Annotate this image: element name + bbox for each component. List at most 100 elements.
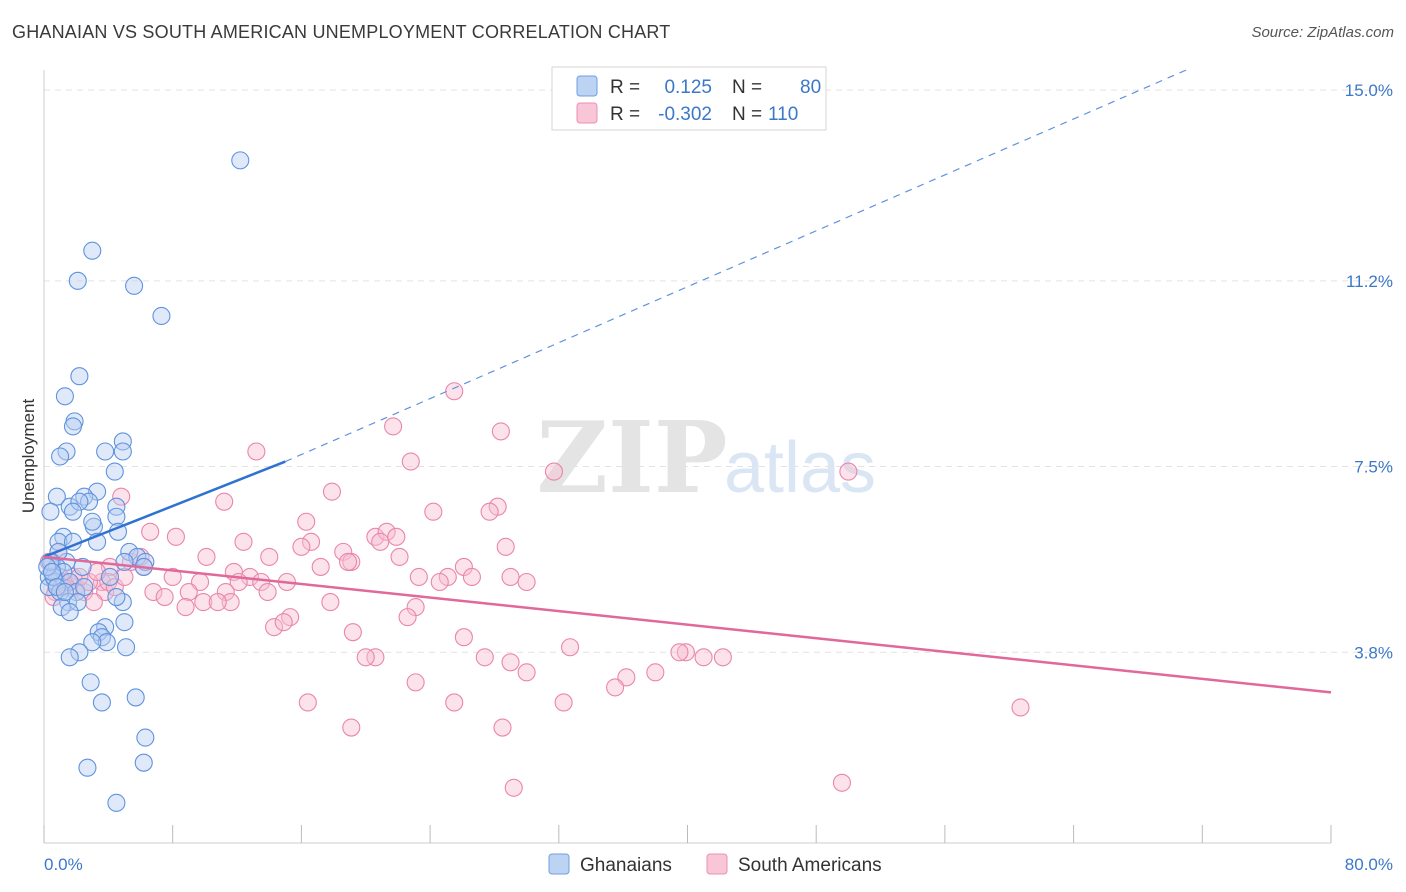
south-americans-point [221,593,240,612]
south-americans-point [617,668,636,687]
south-americans-point [517,572,536,592]
south-americans-point [311,557,330,576]
ghanaians-point [107,588,126,607]
ghanaians-point [75,577,94,597]
ghanaians-point [70,643,89,662]
ghanaians-point [97,633,116,652]
south-americans-point [387,527,406,546]
south-americans-point [321,593,340,612]
south-americans-point [274,613,293,632]
south-americans-point [676,643,695,662]
ghanaians-point [92,693,111,712]
south-americans-point [298,693,317,712]
ghanaians-point [41,502,60,521]
south-americans-point [832,773,851,792]
south-americans-point [176,598,195,617]
ghanaians-points [38,151,250,812]
ghanaians-point [70,492,89,511]
south-americans-point [144,582,163,602]
ghanaians-point [60,603,79,622]
ghanaians-point [136,728,155,747]
south-americans-point [252,572,271,592]
y-tick-label: 11.2% [1346,272,1393,291]
south-americans-point [339,552,358,571]
ghanaians-point [83,512,102,531]
south-americans-point [491,422,510,441]
ghanaians-point [68,271,87,290]
south-americans-points [39,382,1030,797]
south-americans-point [445,693,464,712]
south-americans-point [377,522,396,541]
south-americans-point [504,778,523,797]
ghanaians-point [107,793,126,812]
legend-r-label: R = [610,104,640,125]
south-americans-point [265,618,284,637]
south-americans-point [70,567,89,587]
south-americans-point [398,608,417,627]
correlation-legend: R = 0.125 N = 80 R = -0.302 N = 110 [551,66,827,131]
south-americans-point [366,648,385,667]
south-americans-point [343,623,362,642]
bottom-legend-swatch-south-americans [706,853,728,875]
ghanaians-point [81,673,100,692]
ghanaians-point [100,567,120,587]
x-tick-label-max: 80.0% [1345,855,1393,874]
south-americans-point [112,487,131,506]
south-americans-point [839,462,858,481]
y-axis-title: Unemployment [19,399,38,514]
ghanaians-point [63,502,83,521]
south-americans-point [115,567,134,587]
south-americans-point [544,462,564,481]
south-americans-point [63,567,83,587]
south-americans-point [247,442,266,461]
south-americans-point [234,532,253,551]
south-americans-point [258,582,277,602]
ghanaians-point [134,753,153,772]
south-americans-point [606,678,625,697]
south-americans-point [194,593,213,612]
ghanaians-point [113,442,132,461]
ghanaians-point [113,432,132,451]
south-americans-point [445,382,464,401]
south-americans-point [694,648,713,667]
ghanaians-point [115,552,134,571]
south-americans-point [475,648,494,667]
ghanaians-point [79,492,99,511]
south-americans-point [401,452,420,471]
south-americans-point [646,663,665,682]
legend-r-value: 0.125 [664,77,712,98]
south-americans-point [384,417,403,436]
x-tick-label-min: 0.0% [44,855,83,874]
bottom-legend-swatch-ghanaians [548,853,570,875]
ghanaians-point [55,387,74,406]
watermark-zip: ZIP [536,401,727,516]
series-legend: Ghanaians South Americans [548,853,882,876]
south-americans-point [302,532,321,551]
legend-n-value: 80 [800,77,821,98]
x-axis-ticks [43,825,1332,843]
legend-n-label: N = [732,77,762,98]
south-americans-point [197,547,216,566]
south-americans-point [179,582,198,602]
south-americans-point [1011,698,1030,717]
south-americans-point [493,718,512,737]
gridlines [44,89,1393,653]
legend-r-value: -0.302 [658,104,712,125]
south-americans-point [454,628,473,647]
ghanaians-point [60,497,79,516]
legend-swatch-ghanaians [576,75,598,97]
ghanaians-point [107,507,126,526]
south-americans-point [366,527,385,546]
south-americans-point [670,643,689,662]
ghanaians-point [116,638,136,657]
source-label: Source: ZipAtlas.com [1251,24,1394,41]
south-americans-point [155,588,174,607]
y-tick-label: 15.0% [1345,81,1393,100]
legend-n-value: 110 [768,104,798,125]
ghanaians-trend-line [43,460,286,559]
trend-lines [43,69,1332,694]
y-tick-label: 7.5% [1354,458,1393,477]
ghanaians-point [105,462,124,481]
legend-n-label: N = [732,104,762,125]
